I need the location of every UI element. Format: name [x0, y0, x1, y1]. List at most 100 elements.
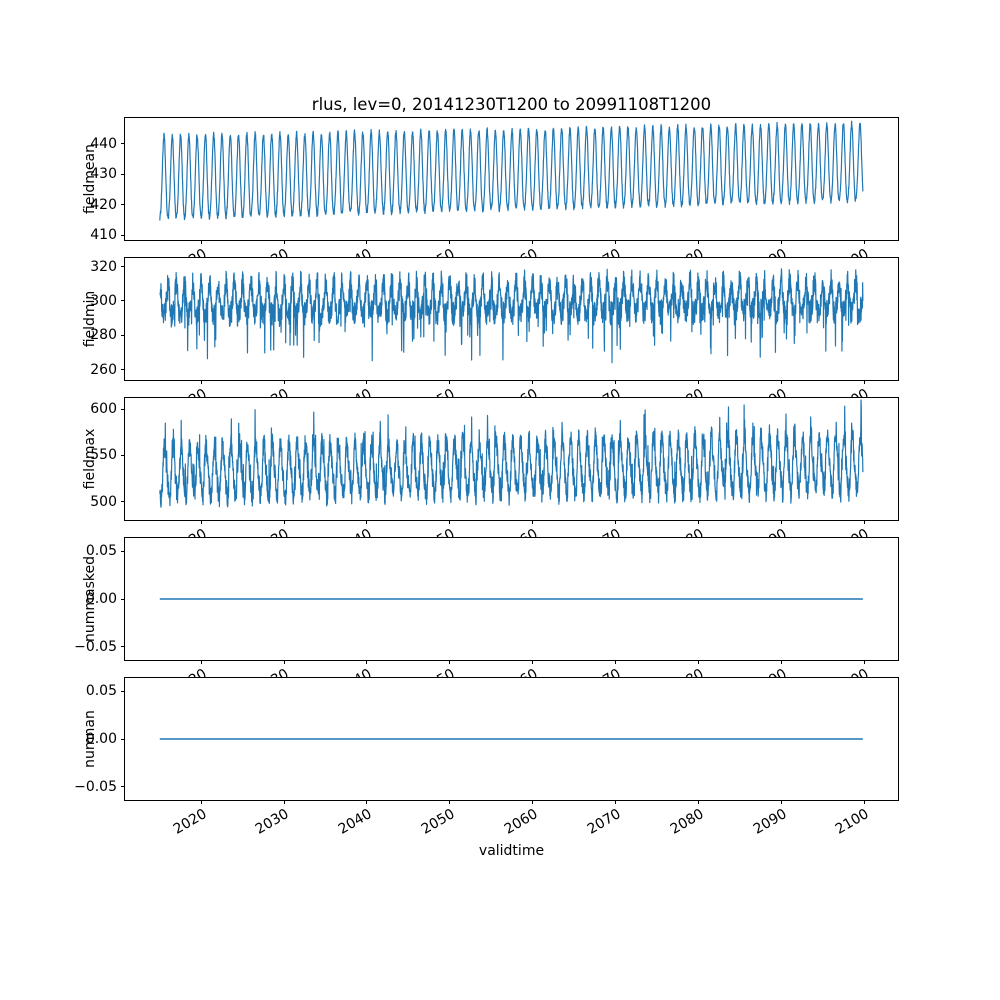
- numnan-axes: [124, 677, 899, 801]
- x-tick-mark: [780, 520, 782, 524]
- y-tick-label: 0.05: [85, 683, 117, 700]
- y-tick-label: 320: [90, 258, 117, 275]
- y-tick-mark: [121, 266, 125, 268]
- fieldmean-axes: [124, 117, 899, 241]
- y-tick-mark: [121, 738, 125, 740]
- x-tick-label: 2090: [750, 806, 790, 838]
- x-tick-mark: [614, 800, 616, 804]
- y-tick-label: −0.05: [74, 638, 117, 655]
- y-tick-mark: [121, 454, 125, 456]
- x-tick-mark: [366, 520, 368, 524]
- subplot-fieldmax: fieldmax 5005506002020203020402050206020…: [0, 397, 1000, 558]
- x-tick-mark: [697, 380, 699, 384]
- x-tick-mark: [697, 240, 699, 244]
- y-tick-mark: [121, 501, 125, 502]
- subplot-fieldmean: fieldmean 410420430440202020302040205020…: [0, 117, 1000, 278]
- x-tick-mark: [780, 380, 782, 384]
- x-axis-label: validtime: [478, 843, 545, 859]
- y-tick-label: 300: [90, 292, 117, 309]
- x-tick-mark: [283, 380, 285, 384]
- y-tick-mark: [121, 173, 125, 175]
- y-tick-mark: [121, 550, 125, 552]
- x-tick-mark: [532, 800, 534, 804]
- x-tick-mark: [697, 800, 699, 804]
- nummasked-line-chart: [125, 538, 898, 660]
- y-tick-label: 0.05: [85, 543, 117, 560]
- x-tick-mark: [532, 240, 534, 244]
- y-tick-label: 500: [90, 493, 117, 510]
- x-tick-mark: [863, 660, 865, 664]
- x-tick-mark: [697, 520, 699, 524]
- x-tick-mark: [863, 520, 865, 524]
- x-tick-label: 2080: [667, 806, 707, 838]
- x-tick-label: 2020: [170, 806, 210, 838]
- y-tick-label: 410: [90, 227, 117, 244]
- x-tick-label: 2070: [584, 806, 624, 838]
- y-tick-label: 550: [90, 447, 117, 464]
- y-tick-label: −0.05: [74, 778, 117, 795]
- x-tick-mark: [449, 660, 451, 664]
- x-tick-mark: [366, 800, 368, 804]
- x-tick-mark: [366, 380, 368, 384]
- x-tick-mark: [863, 380, 865, 384]
- x-tick-mark: [366, 240, 368, 244]
- x-tick-mark: [614, 380, 616, 384]
- fieldmax-line-chart: [125, 398, 898, 520]
- subplot-nummasked: nummasked −0.050.000.0520202030204020502…: [0, 537, 1000, 698]
- figure-title: rlus, lev=0, 20141230T1200 to 20991108T1…: [311, 95, 712, 114]
- x-tick-mark: [614, 240, 616, 244]
- x-tick-label: 2030: [253, 806, 293, 838]
- x-tick-mark: [366, 660, 368, 664]
- x-tick-label: 2040: [336, 806, 375, 838]
- nummasked-axes: [124, 537, 899, 661]
- y-tick-mark: [121, 598, 125, 600]
- x-tick-label: 2060: [501, 806, 541, 838]
- subplot-fieldmin: fieldmin 2602803003202020203020402050206…: [0, 257, 1000, 418]
- x-tick-mark: [200, 520, 202, 524]
- x-tick-mark: [449, 380, 451, 384]
- x-tick-mark: [449, 800, 451, 804]
- x-tick-mark: [200, 800, 202, 804]
- x-tick-mark: [780, 800, 782, 804]
- x-tick-mark: [532, 660, 534, 664]
- fieldmean-line-chart: [125, 118, 898, 240]
- x-tick-mark: [449, 520, 451, 524]
- y-tick-label: 260: [90, 361, 117, 378]
- y-tick-mark: [121, 408, 125, 410]
- y-tick-mark: [121, 300, 125, 302]
- y-tick-label: 280: [90, 327, 117, 344]
- x-tick-mark: [863, 800, 865, 804]
- y-tick-label: 0.00: [85, 591, 117, 607]
- y-tick-mark: [121, 786, 125, 788]
- y-tick-mark: [121, 646, 125, 648]
- y-tick-mark: [121, 369, 125, 371]
- fieldmin-line-chart: [125, 258, 898, 380]
- x-tick-mark: [697, 660, 699, 664]
- y-tick-label: 420: [90, 196, 117, 213]
- x-tick-mark: [283, 660, 285, 664]
- y-tick-label: 430: [90, 166, 117, 183]
- x-tick-mark: [532, 380, 534, 384]
- x-tick-mark: [614, 520, 616, 524]
- x-tick-mark: [200, 240, 202, 244]
- x-tick-mark: [283, 240, 285, 244]
- x-tick-mark: [780, 660, 782, 664]
- y-tick-mark: [121, 204, 125, 206]
- numnan-line-chart: [125, 678, 898, 800]
- x-tick-mark: [200, 660, 202, 664]
- x-tick-mark: [780, 240, 782, 244]
- y-tick-mark: [121, 690, 125, 692]
- x-tick-mark: [614, 660, 616, 664]
- x-tick-mark: [532, 520, 534, 524]
- x-tick-mark: [283, 520, 285, 524]
- y-tick-mark: [121, 143, 125, 145]
- fieldmin-axes: [124, 257, 899, 381]
- x-tick-label: 2100: [833, 806, 873, 838]
- y-tick-label: 0.00: [85, 731, 117, 747]
- x-tick-label: 2050: [418, 806, 458, 838]
- fieldmax-axes: [124, 397, 899, 521]
- y-tick-label: 600: [90, 401, 117, 418]
- y-tick-mark: [121, 334, 125, 336]
- x-tick-mark: [863, 240, 865, 244]
